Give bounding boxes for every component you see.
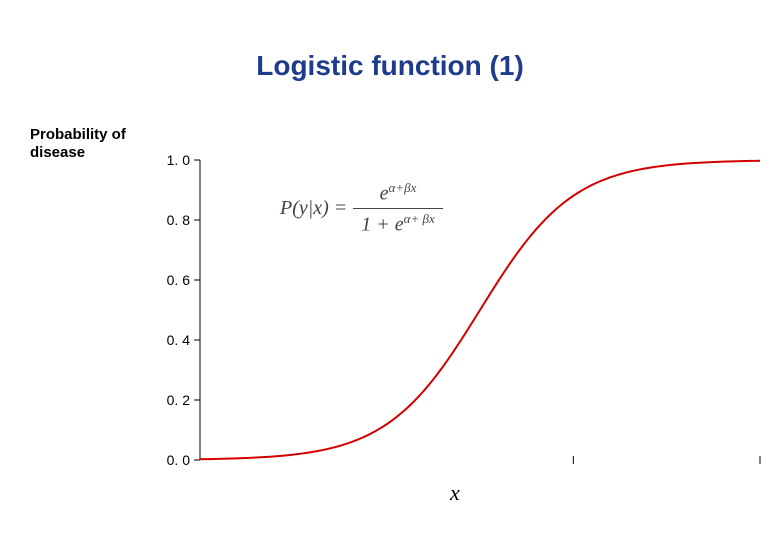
formula: P(y|x) = eα+βx1 + eα+ βx bbox=[280, 180, 443, 236]
ytick-label: 1. 0 bbox=[160, 152, 190, 168]
y-axis-title: Probability of disease bbox=[30, 126, 126, 162]
x-axis-label: x bbox=[450, 480, 460, 506]
formula-lhs: P(y|x) = bbox=[280, 197, 347, 220]
formula-fraction: eα+βx1 + eα+ βx bbox=[353, 180, 442, 236]
ytick-label: 0. 2 bbox=[160, 392, 190, 408]
ytick-label: 0. 0 bbox=[160, 452, 190, 468]
y-axis-title-line1: Probability of bbox=[30, 126, 126, 143]
slide-title: Logistic function (1) bbox=[0, 50, 780, 82]
ytick-label: 0. 4 bbox=[160, 332, 190, 348]
slide: Logistic function (1) Probability of dis… bbox=[0, 0, 780, 540]
y-axis-title-line2: disease bbox=[30, 144, 85, 161]
formula-denominator: 1 + eα+ βx bbox=[353, 209, 442, 237]
ytick-label: 0. 8 bbox=[160, 212, 190, 228]
ytick-label: 0. 6 bbox=[160, 272, 190, 288]
formula-numerator: eα+βx bbox=[353, 180, 442, 209]
